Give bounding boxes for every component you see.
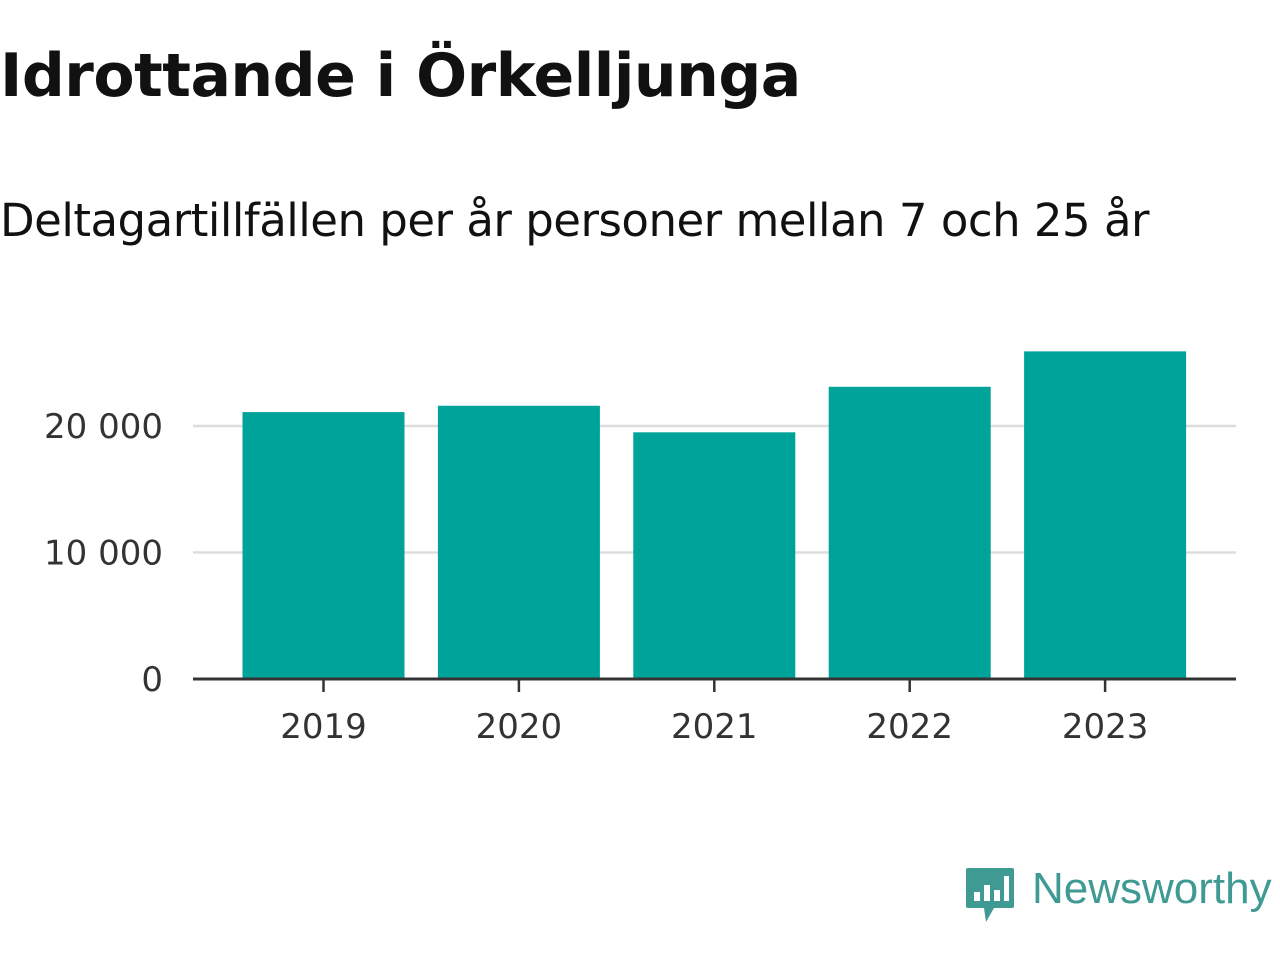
bar-2023: [1024, 351, 1187, 679]
bar-2019: [242, 412, 405, 679]
bar-2021: [633, 432, 796, 679]
y-tick-label: 0: [141, 660, 163, 700]
newsworthy-chat-bars-icon: [966, 868, 1014, 922]
chart-subtitle: Deltagartillfällen per år personer mella…: [0, 194, 1150, 247]
axes: 0 10 000 20 000 2019 2020 2021 2022 2023: [44, 407, 1236, 747]
x-tick-label: 2019: [280, 707, 367, 747]
x-tick-label: 2021: [671, 707, 758, 747]
y-tick-label: 20 000: [44, 407, 163, 447]
newsworthy-wordmark: Newsworthy: [1032, 864, 1272, 913]
x-tick-label: 2023: [1062, 707, 1149, 747]
x-tick-label: 2022: [866, 707, 953, 747]
y-tick-label: 10 000: [44, 534, 163, 574]
chart-title: Idrottande i Örkelljunga: [0, 41, 801, 111]
bar-2020: [437, 405, 600, 679]
bar-2022: [828, 386, 991, 679]
newsworthy-logo: Newsworthy: [964, 864, 1276, 930]
bars: [242, 351, 1187, 679]
x-tick-label: 2020: [476, 707, 563, 747]
